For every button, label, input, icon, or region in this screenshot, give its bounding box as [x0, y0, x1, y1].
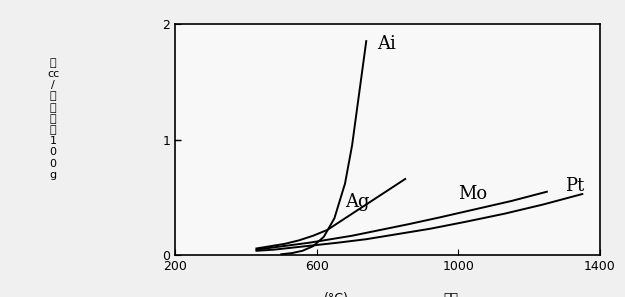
Text: Mo: Mo	[458, 185, 488, 203]
Text: (°C): (°C)	[324, 293, 349, 297]
Text: Ai: Ai	[377, 35, 396, 53]
Text: Pt: Pt	[564, 177, 584, 195]
Text: 수
cc
/
수
흡
수
량
1
0
0
g: 수 cc / 수 흡 수 량 1 0 0 g	[47, 58, 59, 180]
Text: 온도: 온도	[444, 293, 459, 297]
Text: Ag: Ag	[345, 193, 369, 211]
